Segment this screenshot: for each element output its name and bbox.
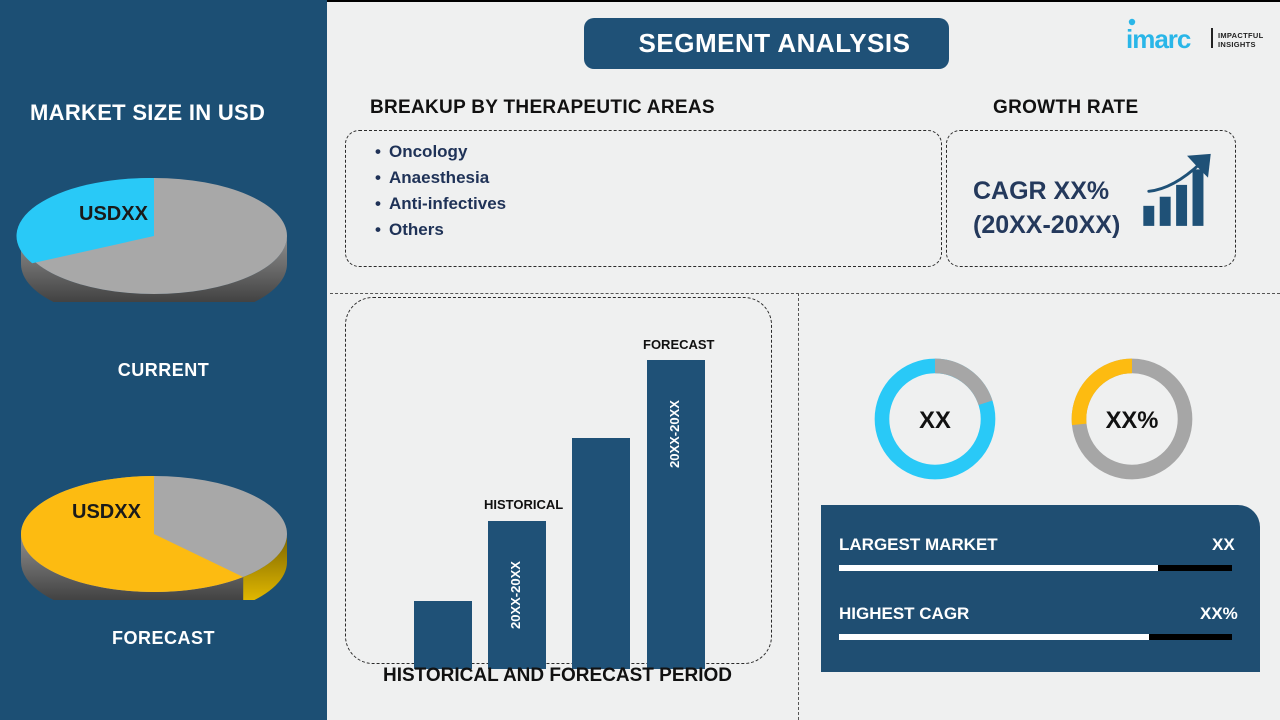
svg-text:imarc: imarc: [1126, 24, 1191, 54]
svg-text:IMPACTFUL: IMPACTFUL: [1218, 31, 1264, 40]
svg-text:INSIGHTS: INSIGHTS: [1218, 40, 1256, 49]
svg-text:USDXX: USDXX: [72, 501, 142, 523]
svg-text:XX: XX: [919, 407, 951, 434]
svg-text:XX%: XX%: [1106, 407, 1159, 434]
svg-text:USDXX: USDXX: [79, 203, 149, 225]
